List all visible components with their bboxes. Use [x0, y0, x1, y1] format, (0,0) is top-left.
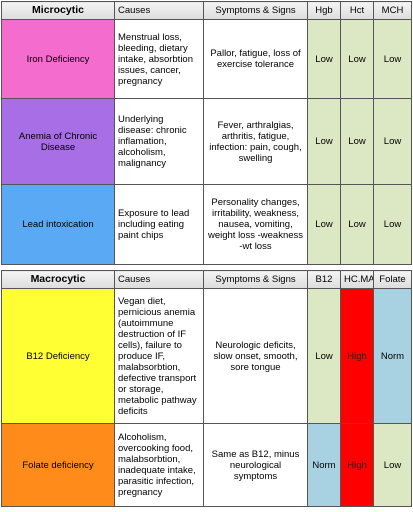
- header-cell: Causes: [114, 270, 204, 289]
- header-cell: HC.MA: [340, 270, 374, 289]
- lab-value: Low: [340, 98, 374, 185]
- symptoms-text: Same as B12, minus neurological symptoms: [211, 448, 300, 482]
- lab-value: Low: [307, 288, 341, 424]
- header-cell: Hct: [340, 1, 374, 20]
- header-cell: Causes: [114, 1, 204, 20]
- symptoms-text: Personality changes, irritability, weakn…: [207, 197, 304, 252]
- header-cell: MCH: [373, 1, 412, 20]
- lab-value: High: [340, 423, 374, 507]
- header-cell: Macrocytic: [1, 270, 115, 289]
- symptoms: Personality changes, irritability, weakn…: [203, 184, 308, 265]
- symptoms-text: Fever, arthralgias, arthritis, fatigue, …: [209, 119, 302, 164]
- symptoms: Neurologic deficits, slow onset, smooth,…: [203, 288, 308, 424]
- macrocytic-table: Macrocytic Causes Symptoms & Signs B12 H…: [1, 270, 412, 507]
- lab-value: Low: [307, 184, 341, 265]
- header-cell: Folate: [373, 270, 412, 289]
- header-cell: Symptoms & Signs: [203, 270, 308, 289]
- lab-value: Low: [307, 19, 341, 99]
- lab-value: Low: [373, 19, 412, 99]
- header-cell: Hgb: [307, 1, 341, 20]
- causes: Alcoholism, overcooking food, malabsorbt…: [114, 423, 204, 507]
- header-cell: Microcytic: [1, 1, 115, 20]
- causes: Exposure to lead including eating paint …: [114, 184, 204, 265]
- symptoms: Same as B12, minus neurological symptoms: [203, 423, 308, 507]
- header-cell: Symptoms & Signs: [203, 1, 308, 20]
- lab-value: Low: [373, 423, 412, 507]
- lab-value: High: [340, 288, 374, 424]
- lab-value: Low: [373, 98, 412, 185]
- causes: Menstrual loss, bleeding, dietary intake…: [114, 19, 204, 99]
- row: B12 Deficiency Vegan diet, pernicious ane…: [1, 288, 412, 424]
- condition-name: Lead intoxication: [1, 184, 115, 265]
- symptoms: Fever, arthralgias, arthritis, fatigue, …: [203, 98, 308, 185]
- symptoms-text: Neurologic deficits, slow onset, smooth,…: [213, 339, 298, 373]
- lab-value: Low: [340, 184, 374, 265]
- row: Folate deficiency Alcoholism, overcooking…: [1, 423, 412, 507]
- causes: Underlying disease: chronic inflamation,…: [114, 98, 204, 185]
- causes: Vegan diet, pernicious anemia (autoimmun…: [114, 288, 204, 424]
- row: Anemia of Chronic Disease Underlying dise…: [1, 98, 412, 185]
- row: Lead intoxication Exposure to lead includ…: [1, 184, 412, 265]
- lab-value: Low: [340, 19, 374, 99]
- header-cell: B12: [307, 270, 341, 289]
- condition-name: B12 Deficiency: [1, 288, 115, 424]
- row: Iron Deficiency Menstrual loss, bleeding,…: [1, 19, 412, 99]
- symptoms-text: Pallor, fatigue, loss of exercise tolera…: [210, 48, 301, 70]
- condition-name: Folate deficiency: [1, 423, 115, 507]
- condition-name: Iron Deficiency: [1, 19, 115, 99]
- condition-name: Anemia of Chronic Disease: [1, 98, 115, 185]
- microcytic-table: Microcytic Causes Symptoms & Signs Hgb H…: [1, 1, 412, 265]
- lab-value: Norm: [307, 423, 341, 507]
- lab-value: Norm: [373, 288, 412, 424]
- lab-value: Low: [373, 184, 412, 265]
- symptoms: Pallor, fatigue, loss of exercise tolera…: [203, 19, 308, 99]
- lab-value: Low: [307, 98, 341, 185]
